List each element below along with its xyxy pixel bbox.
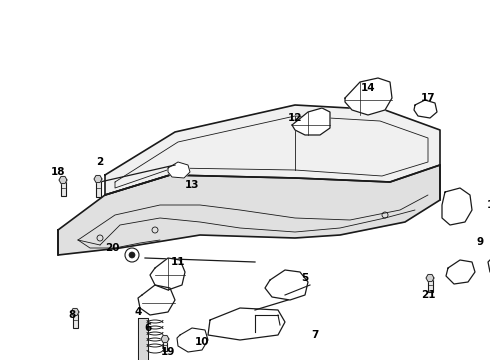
Polygon shape [345, 78, 392, 115]
Polygon shape [168, 162, 190, 178]
Text: 12: 12 [288, 113, 302, 123]
Text: 20: 20 [105, 243, 119, 253]
Polygon shape [138, 318, 148, 360]
Polygon shape [292, 108, 330, 135]
Bar [61, 180, 66, 196]
Polygon shape [150, 258, 185, 290]
Text: 5: 5 [301, 273, 309, 283]
Text: 10: 10 [195, 337, 209, 347]
Polygon shape [71, 309, 79, 315]
Bar [163, 339, 167, 351]
Polygon shape [138, 285, 175, 315]
Text: 14: 14 [361, 83, 375, 93]
Text: 18: 18 [51, 167, 65, 177]
Polygon shape [58, 165, 440, 255]
Polygon shape [414, 100, 437, 118]
Circle shape [129, 252, 135, 258]
Polygon shape [177, 328, 208, 352]
Text: 4: 4 [134, 307, 142, 317]
Text: 7: 7 [311, 330, 318, 340]
Polygon shape [265, 270, 308, 300]
Polygon shape [426, 275, 434, 282]
Text: 9: 9 [476, 237, 484, 247]
Bar [96, 179, 101, 197]
Text: 8: 8 [69, 310, 75, 320]
Text: 17: 17 [421, 93, 435, 103]
Polygon shape [208, 308, 285, 340]
Polygon shape [105, 105, 440, 195]
Bar [428, 278, 433, 292]
Text: 13: 13 [185, 180, 199, 190]
Polygon shape [442, 188, 472, 225]
Text: 11: 11 [171, 257, 185, 267]
Polygon shape [161, 336, 169, 342]
Text: 1: 1 [487, 200, 490, 210]
Text: 21: 21 [421, 290, 435, 300]
Polygon shape [94, 176, 102, 183]
Text: 19: 19 [161, 347, 175, 357]
Text: 2: 2 [97, 157, 103, 167]
Bar [73, 312, 78, 328]
Polygon shape [446, 260, 475, 284]
Polygon shape [59, 176, 67, 184]
Text: 6: 6 [145, 323, 151, 333]
Polygon shape [488, 250, 490, 280]
